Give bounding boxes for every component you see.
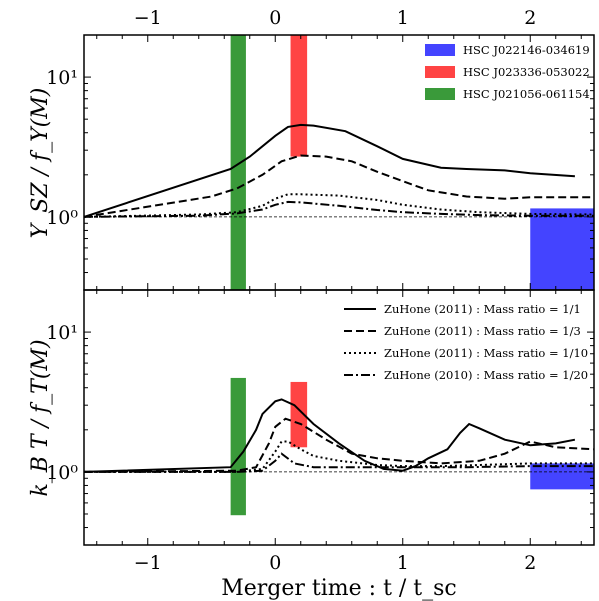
- series-line-dashed: [83, 154, 594, 218]
- x-tick-label-top: 0: [269, 7, 281, 29]
- y-axis-title-bottom: k_B T / f_T(M): [28, 339, 53, 496]
- region-hsc-j021056-061154: [230, 377, 246, 516]
- x-tick-label: 2: [524, 552, 536, 574]
- x-axis-title: Merger time : t / t_sc: [221, 576, 457, 601]
- legend-label: ZuHone (2010) : Mass ratio = 1/20: [384, 368, 588, 382]
- legend-label: HSC J023336-053022: [463, 65, 590, 79]
- region-hsc-j021056-061154: [230, 35, 246, 290]
- series-line-dashed: [83, 417, 595, 473]
- top-panel: 10⁰ 10¹ HSC J022146-034619 HSC J023336-0530…: [46, 34, 595, 291]
- region-hsc-j023336-053022: [290, 35, 308, 157]
- series-line-solid: [83, 398, 576, 473]
- y-tick-label: 10¹: [46, 67, 78, 89]
- y-axis-title-top: Y_SZ / f_Y(M): [28, 88, 53, 239]
- axis-labels: −1 −1 0 0 1 1 2 2 Y_SZ / f_Y(M) k_B T / f_T(M) Mer…: [28, 7, 536, 601]
- y-tick-label: 10⁰: [46, 207, 78, 229]
- x-tick-label-top: 1: [397, 7, 409, 29]
- x-tick-label: 0: [269, 552, 281, 574]
- y-tick-label: 10¹: [46, 322, 78, 344]
- legend-label: ZuHone (2011) : Mass ratio = 1/10: [384, 346, 588, 360]
- region-hsc-j022146-034619: [530, 463, 594, 490]
- bottom-panel: 10⁰ 10¹ ZuHone (2011) : Mass ratio = 1/1 Zu…: [46, 289, 595, 546]
- series-line-solid: [83, 123, 575, 218]
- legend-swatch: [425, 88, 455, 100]
- region-hsc-j022146-034619: [530, 208, 594, 290]
- legend-label: HSC J021056-061154: [463, 87, 590, 101]
- legend-label: ZuHone (2011) : Mass ratio = 1/3: [384, 324, 581, 338]
- series-line-dotted: [84, 440, 594, 473]
- legend-label: HSC J022146-034619: [463, 43, 590, 57]
- x-tick-label: 1: [397, 552, 409, 574]
- y-tick-label: 10⁰: [46, 462, 78, 484]
- x-tick-label-top: 2: [524, 7, 536, 29]
- axes-frame: [83, 289, 595, 546]
- x-tick-label: −1: [134, 552, 162, 574]
- legend-swatch: [425, 66, 455, 78]
- legend-label: ZuHone (2011) : Mass ratio = 1/1: [384, 302, 581, 316]
- legend-swatch: [425, 44, 455, 56]
- series-line-dashdot: [84, 452, 594, 473]
- x-tick-label-top: −1: [134, 7, 162, 29]
- series-line-dashdot: [83, 200, 594, 218]
- region-hsc-j023336-053022: [290, 381, 308, 448]
